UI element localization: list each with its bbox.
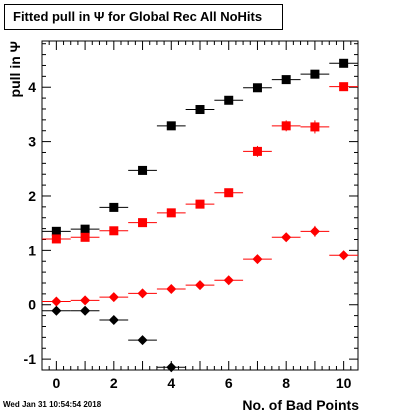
data-point	[223, 275, 234, 286]
data-point	[80, 232, 90, 242]
data-point	[166, 208, 176, 218]
data-point	[252, 254, 263, 265]
data-point	[195, 199, 205, 209]
x-tick-label: 2	[110, 375, 118, 391]
data-point	[138, 218, 148, 228]
data-point	[281, 232, 292, 243]
data-point	[339, 58, 349, 68]
data-point	[309, 226, 320, 237]
data-point	[281, 121, 291, 131]
data-point	[310, 122, 320, 132]
data-point	[195, 105, 205, 115]
data-point	[252, 83, 262, 93]
y-tick-label: 0	[28, 297, 36, 313]
data-point	[138, 165, 148, 175]
y-axis-label: pull in Ψ	[7, 41, 23, 97]
timestamp: Wed Jan 31 10:54:54 2018	[3, 400, 102, 409]
data-point	[108, 292, 119, 303]
data-point	[338, 250, 349, 261]
data-point	[80, 224, 90, 234]
data-point	[109, 226, 119, 236]
x-tick-label: 10	[336, 375, 352, 391]
y-tick-label: 2	[28, 188, 36, 204]
series-0	[42, 58, 358, 236]
data-point	[166, 362, 177, 373]
y-tick-label: 1	[28, 242, 36, 258]
x-axis-label: No. of Bad Points	[242, 397, 359, 413]
y-tick-label: -1	[24, 351, 37, 367]
data-point	[51, 226, 61, 236]
data-point	[339, 82, 349, 92]
data-point	[108, 314, 119, 325]
data-point	[166, 283, 177, 294]
data-point	[109, 202, 119, 212]
data-point	[166, 121, 176, 131]
data-series	[42, 58, 358, 373]
data-point	[252, 146, 262, 156]
data-point	[224, 95, 234, 105]
data-point	[80, 295, 91, 306]
y-tick-label: 3	[28, 134, 36, 150]
axis-ticks: 0 2 4 6 8 10 -1 0 1 2 3 4	[24, 41, 359, 391]
x-tick-label: 4	[167, 375, 175, 391]
x-tick-label: 8	[282, 375, 290, 391]
series-3	[42, 305, 186, 373]
chart-title: Fitted pull in Ψ for Global Rec All NoHi…	[4, 4, 283, 30]
data-point	[137, 335, 148, 346]
data-point	[310, 69, 320, 79]
data-point	[195, 280, 205, 291]
data-point	[80, 305, 91, 316]
data-point	[224, 188, 234, 198]
data-point	[51, 234, 61, 244]
y-tick-label: 4	[28, 79, 36, 95]
data-point	[51, 305, 62, 316]
series-1	[42, 82, 358, 244]
data-point	[281, 75, 291, 85]
data-point	[51, 296, 62, 307]
x-tick-label: 0	[52, 375, 60, 391]
x-tick-label: 6	[225, 375, 233, 391]
data-point	[137, 288, 148, 299]
series-2	[42, 225, 358, 307]
